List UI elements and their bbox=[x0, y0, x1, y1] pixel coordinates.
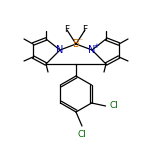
Text: ⁻: ⁻ bbox=[78, 36, 83, 45]
Text: +: + bbox=[94, 43, 99, 50]
Text: F: F bbox=[64, 24, 70, 33]
Text: F: F bbox=[82, 24, 88, 33]
Text: N: N bbox=[88, 45, 96, 55]
Text: Cl: Cl bbox=[78, 130, 86, 139]
Text: N: N bbox=[56, 45, 64, 55]
Text: B: B bbox=[73, 39, 79, 49]
Text: Cl: Cl bbox=[110, 102, 118, 111]
